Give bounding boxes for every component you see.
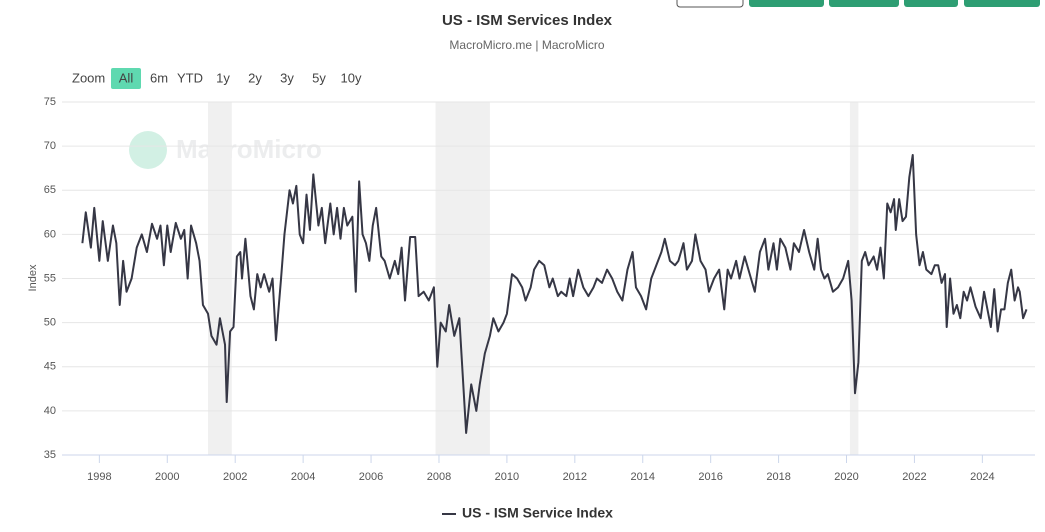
top-button[interactable]: [749, 0, 824, 7]
x-tick-label: 2006: [359, 471, 383, 483]
legend-label: US - ISM Service Index: [462, 505, 613, 521]
x-tick-label: 2002: [223, 471, 247, 483]
top-button[interactable]: [676, 0, 744, 8]
y-tick-label: 45: [44, 361, 56, 373]
y-tick-label: 60: [44, 228, 56, 240]
chart-subtitle: MacroMicro.me | MacroMicro: [449, 38, 604, 52]
watermark-text: MacroMicro: [176, 134, 322, 164]
data-line: [81, 153, 1028, 434]
y-tick-label: 35: [44, 449, 56, 461]
range-label: Zoom: [72, 70, 105, 85]
x-tick-label: 2000: [155, 471, 179, 483]
y-tick-label: 75: [44, 96, 56, 108]
range-button[interactable]: 2y: [248, 70, 262, 85]
range-button[interactable]: 3y: [280, 70, 294, 85]
x-tick-label: 2004: [291, 471, 315, 483]
y-axis-label: Index: [27, 264, 39, 291]
x-tick-label: 2024: [970, 471, 994, 483]
range-button[interactable]: 5y: [312, 70, 326, 85]
x-tick-label: 1998: [87, 471, 111, 483]
x-tick-label: 2018: [766, 471, 790, 483]
watermark: MacroMicro: [129, 131, 322, 169]
top-button[interactable]: [964, 0, 1040, 7]
y-tick-label: 50: [44, 317, 56, 329]
y-tick-label: 65: [44, 184, 56, 196]
range-button[interactable]: 6m: [150, 70, 168, 85]
watermark-logo: [129, 131, 167, 169]
chart-title: US - ISM Services Index: [442, 12, 613, 29]
top-button[interactable]: [829, 0, 899, 7]
x-tick-label: 2020: [834, 471, 858, 483]
x-tick-label: 2016: [698, 471, 722, 483]
range-button-bg: [111, 68, 141, 89]
y-tick-label: 70: [44, 140, 56, 152]
x-tick-label: 2022: [902, 471, 926, 483]
range-button[interactable]: 10y: [341, 70, 362, 85]
range-button[interactable]: 1y: [216, 70, 230, 85]
y-tick-label: 55: [44, 272, 56, 284]
x-tick-label: 2010: [495, 471, 519, 483]
range-button[interactable]: YTD: [177, 70, 203, 85]
x-tick-label: 2012: [563, 471, 587, 483]
y-tick-label: 40: [44, 405, 56, 417]
top-button[interactable]: [904, 0, 958, 7]
x-tick-label: 2014: [631, 471, 655, 483]
range-selector: Zoom All 6m YTD 1y 2y 3y 5y 10y: [72, 68, 362, 89]
range-button[interactable]: All: [119, 70, 134, 85]
x-tick-label: 2008: [427, 471, 451, 483]
